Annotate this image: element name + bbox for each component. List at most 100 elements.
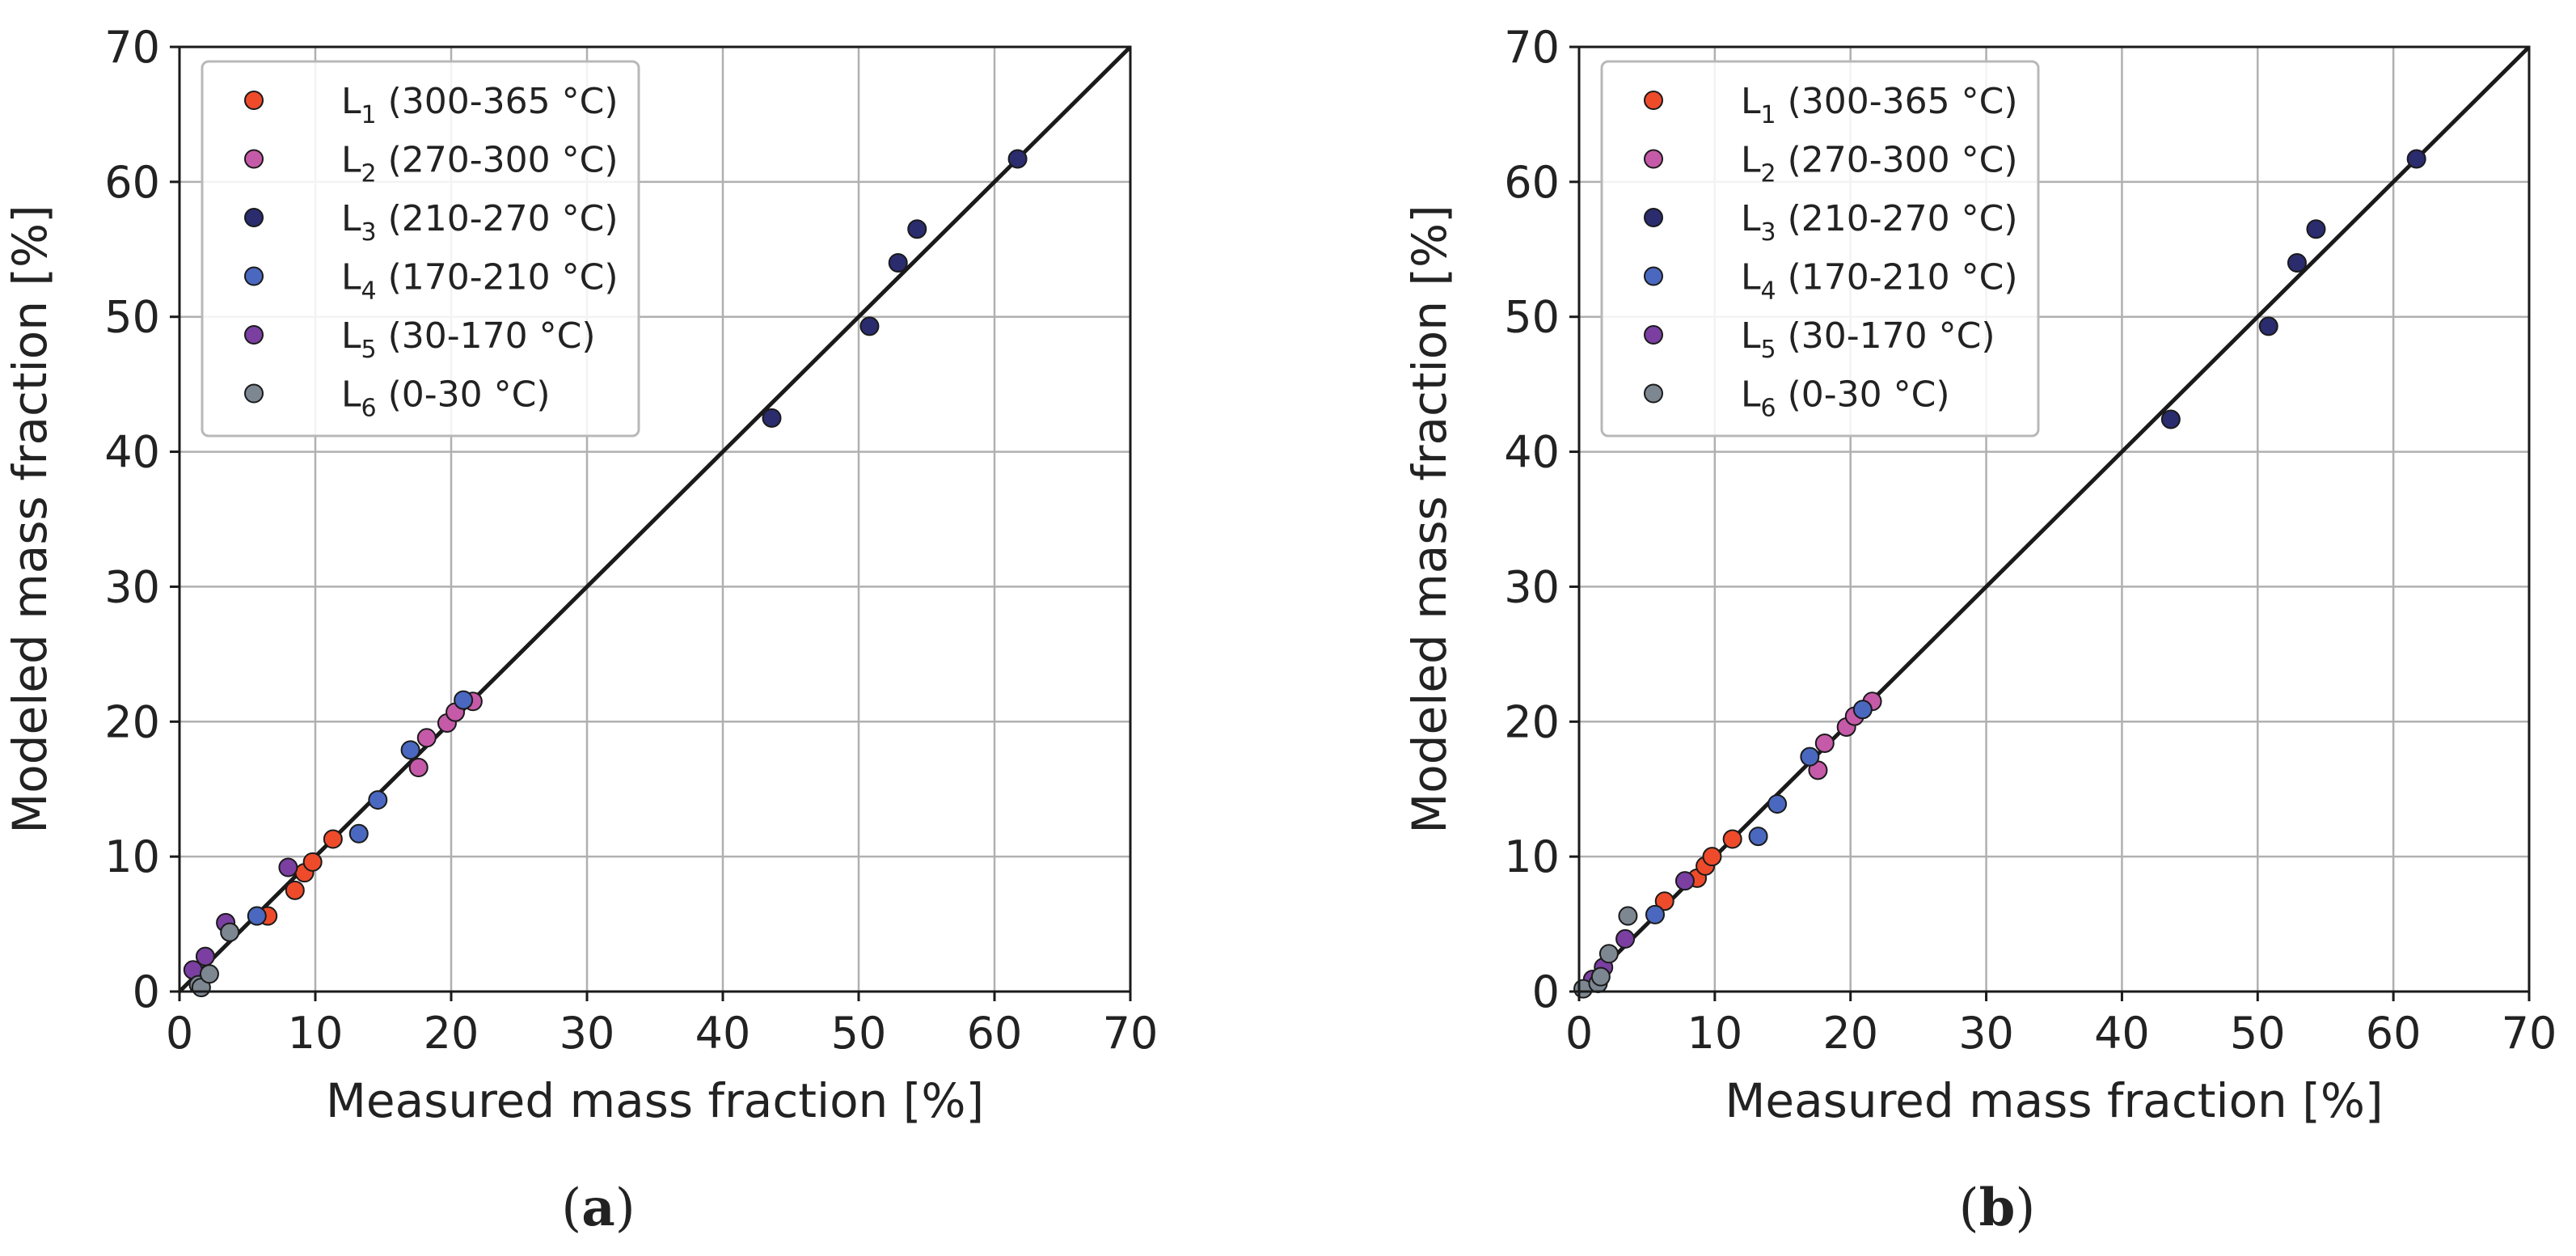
axes-frame: [178, 45, 1132, 993]
data-point: [2406, 149, 2426, 169]
legend-marker: [1644, 325, 1663, 345]
data-point: [220, 922, 240, 942]
data-point: [199, 964, 219, 984]
legend-label-range: (0-30 °C): [1776, 374, 1950, 416]
legend-label-range: (210-270 °C): [377, 198, 619, 239]
legend-marker: [244, 208, 264, 227]
legend-label: L1 (300-365 °C): [341, 81, 618, 129]
y-tick-label: 70: [1504, 22, 1560, 73]
x-tick-label: 70: [2502, 1008, 2557, 1059]
x-axis-label: Measured mass fraction [%]: [326, 1073, 984, 1128]
legend-label-range: (210-270 °C): [1776, 198, 2018, 239]
data-point: [348, 823, 369, 844]
legend-box: [201, 60, 640, 438]
y-tick-label: 20: [1504, 696, 1560, 747]
y-tick-label: 60: [104, 157, 160, 208]
legend-label-main: L: [341, 81, 361, 122]
data-point: [907, 219, 927, 239]
data-point: [416, 728, 437, 748]
data-point: [400, 740, 420, 760]
x-tick-label: 60: [2366, 1008, 2422, 1059]
legend-box: [1600, 60, 2040, 438]
legend-label-subscript: 3: [361, 218, 377, 247]
y-tick-label: 50: [1504, 292, 1560, 343]
data-point: [1598, 944, 1619, 964]
y-tick-label: 50: [104, 292, 160, 343]
legend: L1 (300-365 °C)L2 (270-300 °C)L3 (210-27…: [1600, 60, 2040, 438]
legend-label-main: L: [341, 374, 361, 416]
legend-label-subscript: 1: [1761, 101, 1776, 129]
data-point: [1618, 906, 1638, 926]
data-point: [408, 758, 429, 778]
x-tick-label: 10: [1687, 1008, 1742, 1059]
legend-label-subscript: 1: [361, 101, 377, 129]
y-tick-label: 40: [1504, 427, 1560, 478]
chart-panel-b: 0 10 20 30 40 50 60 70 0 10 20 30 40 50 60 70 Measured m…: [1402, 22, 2557, 1238]
legend-label-subscript: 2: [361, 160, 377, 188]
legend-marker: [244, 383, 264, 404]
caption-open-paren: (: [1959, 1178, 1979, 1238]
y-tick-label: 10: [1504, 831, 1560, 882]
data-point: [1674, 871, 1695, 891]
legend-label: L2 (270-300 °C): [341, 140, 618, 188]
legend-marker: [1644, 149, 1663, 169]
data-point: [195, 946, 215, 966]
x-tick-label: 0: [166, 1008, 193, 1059]
x-axis-label: Measured mass fraction [%]: [1725, 1073, 2383, 1128]
data-point: [285, 880, 305, 900]
x-tick-label: 60: [967, 1008, 1023, 1059]
caption-close-paren: ): [2015, 1178, 2035, 1238]
legend-label-range: (300-365 °C): [1776, 81, 2018, 122]
legend-label: L4 (170-210 °C): [341, 257, 618, 306]
legend-label-range: (30-170 °C): [377, 315, 596, 357]
data-point: [323, 829, 343, 849]
data-point: [2287, 252, 2307, 273]
y-tick-label: 60: [1504, 157, 1560, 208]
data-point: [1852, 700, 1873, 720]
legend-label-subscript: 4: [361, 277, 377, 306]
x-tick-label: 40: [695, 1008, 751, 1059]
x-tick-label: 40: [2094, 1008, 2150, 1059]
legend-label-subscript: 2: [1761, 160, 1776, 188]
data-point: [247, 906, 267, 926]
data-point: [1814, 733, 1835, 753]
legend-label: L6 (0-30 °C): [341, 374, 551, 423]
data-point: [1615, 928, 1636, 949]
x-tick-label: 20: [424, 1008, 479, 1059]
data-point: [302, 852, 323, 872]
data-point: [278, 857, 298, 878]
panel-caption: (a): [561, 1178, 635, 1238]
y-tick-label: 20: [104, 696, 160, 747]
y-tick-label: 10: [104, 831, 160, 882]
data-point: [1767, 794, 1788, 814]
x-tick-label: 10: [288, 1008, 344, 1059]
caption-letter: b: [1979, 1178, 2016, 1238]
legend-label: L6 (0-30 °C): [1741, 374, 1950, 423]
data-point: [2258, 316, 2278, 336]
legend-marker: [244, 149, 264, 169]
legend-label-range: (30-170 °C): [1776, 315, 1995, 357]
data-point: [368, 790, 388, 810]
legend-label-range: (270-300 °C): [377, 140, 619, 181]
legend-label: L3 (210-270 °C): [341, 198, 618, 247]
data-point: [1654, 891, 1674, 911]
data-point: [1590, 966, 1611, 987]
legend-label-main: L: [341, 198, 361, 239]
legend-label-range: (300-365 °C): [377, 81, 619, 122]
legend-label-range: (170-210 °C): [377, 257, 619, 298]
legend-label-subscript: 4: [1761, 277, 1776, 306]
panel-caption: (b): [1959, 1178, 2036, 1238]
legend-label: L1 (300-365 °C): [1741, 81, 2017, 129]
y-tick-label: 30: [1504, 561, 1560, 612]
legend-label-main: L: [1741, 140, 1761, 181]
axes-frame: [1577, 45, 2531, 993]
data-point: [1702, 847, 1722, 867]
legend-label-subscript: 5: [1761, 336, 1776, 364]
legend-label-subscript: 3: [1761, 218, 1776, 247]
x-tick-label: 30: [1958, 1008, 2014, 1059]
y-tick-label: 0: [133, 966, 160, 1017]
legend-marker: [1644, 383, 1663, 404]
data-point: [1645, 904, 1665, 924]
legend-label-subscript: 6: [1761, 395, 1776, 423]
